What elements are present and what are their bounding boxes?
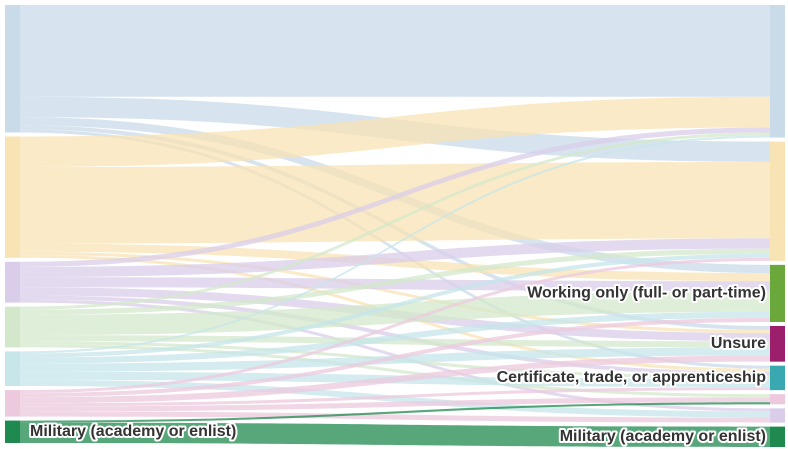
flow xyxy=(20,132,770,310)
flow xyxy=(20,135,770,354)
flow xyxy=(20,129,770,369)
node xyxy=(5,261,20,303)
node-label: Working only (full- or part-time) xyxy=(527,285,766,302)
node xyxy=(5,420,20,443)
node xyxy=(770,325,785,362)
flow xyxy=(20,253,770,358)
node xyxy=(770,394,785,405)
flow xyxy=(20,291,770,336)
flow xyxy=(20,335,770,348)
node xyxy=(5,5,20,133)
node xyxy=(770,365,785,391)
flow xyxy=(20,422,770,447)
flow xyxy=(20,257,770,394)
node xyxy=(770,264,785,322)
node xyxy=(5,351,20,387)
links xyxy=(20,5,770,447)
flow xyxy=(20,379,770,418)
flow xyxy=(20,402,770,423)
node-label: Military (academy or enlist) xyxy=(560,428,766,445)
flow xyxy=(20,317,770,398)
node xyxy=(770,5,785,138)
flow xyxy=(20,397,770,412)
node xyxy=(5,390,20,417)
node-label: Military (academy or enlist) xyxy=(30,423,236,440)
node xyxy=(770,141,785,261)
node xyxy=(5,306,20,348)
flow xyxy=(20,387,770,407)
flow xyxy=(20,96,770,168)
node xyxy=(5,136,20,258)
node xyxy=(770,426,785,447)
flow xyxy=(20,347,770,372)
node-label: Unsure xyxy=(711,335,766,352)
flow xyxy=(20,248,770,315)
flow xyxy=(20,127,770,267)
node xyxy=(770,408,785,423)
flow xyxy=(20,5,770,97)
flow xyxy=(20,238,770,278)
flow xyxy=(20,311,770,364)
flow xyxy=(20,277,770,292)
flow xyxy=(20,411,770,423)
flow xyxy=(20,344,770,398)
flow xyxy=(20,161,770,244)
node-label: Certificate, trade, or apprenticeship xyxy=(497,369,767,386)
flow xyxy=(20,355,770,404)
flow xyxy=(20,251,770,334)
flow xyxy=(20,299,770,412)
